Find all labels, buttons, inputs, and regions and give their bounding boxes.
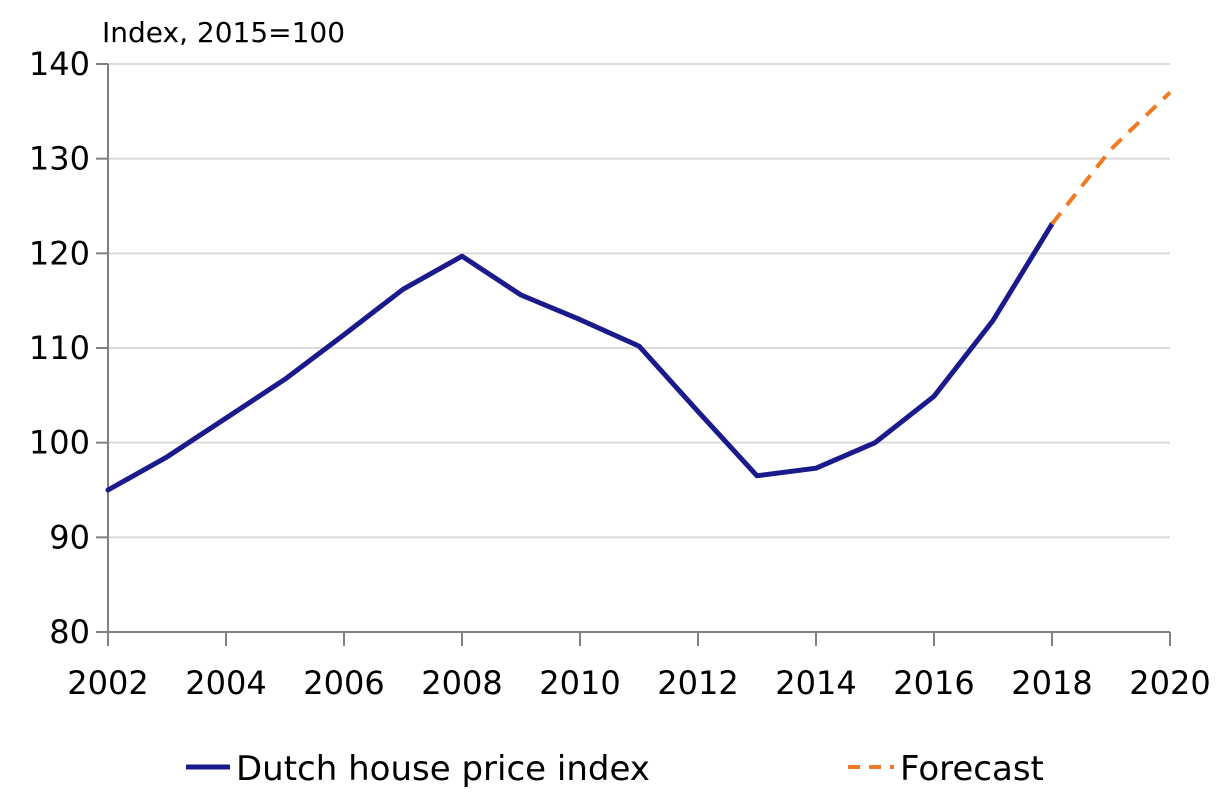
- x-tick-label: 2020: [1129, 664, 1210, 702]
- x-tick-label: 2004: [185, 664, 266, 702]
- y-tick-label: 130: [29, 140, 90, 178]
- axes: 80 90 100 110 120 130 140 2002 2004 2006 2008 2010 2…: [29, 45, 1211, 702]
- legend-label-dutch-house-price-index: Dutch house price index: [236, 749, 650, 789]
- x-tick-label: 2008: [421, 664, 502, 702]
- x-tick-label: 2016: [893, 664, 974, 702]
- series: [105, 90, 1172, 493]
- gridlines: [108, 63, 1170, 539]
- series-line-dutch-house-price-index: [105, 221, 1055, 493]
- y-tick-label: 110: [29, 329, 90, 367]
- y-tick-label: 90: [49, 518, 90, 556]
- y-tick-label: 140: [29, 45, 90, 83]
- x-tick-label: 2018: [1011, 664, 1092, 702]
- series-line-forecast: [1050, 90, 1172, 226]
- x-tick-label: 2010: [539, 664, 620, 702]
- x-tick-label: 2002: [67, 664, 148, 702]
- x-tick-label: 2006: [303, 664, 384, 702]
- x-tick-label: 2014: [775, 664, 856, 702]
- x-tick-label: 2012: [657, 664, 738, 702]
- y-axis-unit-label: Index, 2015=100: [102, 16, 345, 49]
- y-tick-label: 120: [29, 234, 90, 272]
- legend-label-forecast: Forecast: [900, 749, 1044, 789]
- y-tick-label: 80: [49, 613, 90, 651]
- legend: Dutch house price index Forecast: [186, 749, 1044, 789]
- y-tick-label: 100: [29, 424, 90, 462]
